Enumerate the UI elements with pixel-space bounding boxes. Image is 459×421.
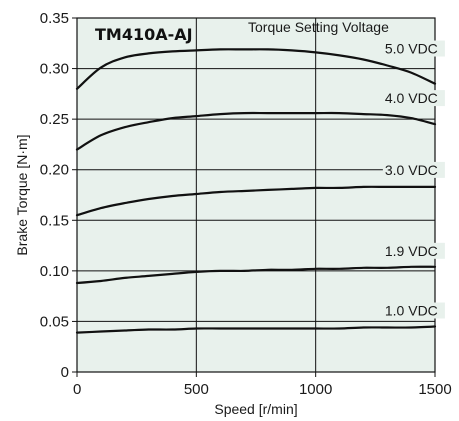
legend-title: Torque Setting Voltage (248, 19, 389, 35)
series-lines (75, 48, 437, 334)
grid (77, 18, 435, 372)
series-line-5-0-vdc (75, 48, 437, 90)
chart-title: TM410A-AJ (95, 25, 193, 44)
series-labels: 5.0 VDC 4.0 VDC 3.0 VDC 1.9 VDC 1.0 VDC (382, 40, 445, 319)
y-tick-label: 0.05 (40, 313, 69, 330)
series-label-backdrop (382, 242, 445, 259)
series-label: 5.0 VDC (385, 41, 438, 57)
series-line-1-0-vdc (75, 325, 437, 334)
y-tick-label: 0 (61, 364, 69, 381)
series-label-backdrop (382, 90, 445, 107)
plot-frame (76, 17, 436, 373)
series-label: 1.9 VDC (385, 243, 438, 259)
y-tick-label: 0.15 (40, 212, 69, 229)
x-tick-label: 0 (73, 381, 81, 398)
axis-ticks: 0 0.05 0.10 0.15 0.20 0.25 0.30 0.35 0 500 1000 150… (40, 10, 452, 398)
x-tick-label: 1000 (299, 381, 332, 398)
plot-area (77, 18, 435, 372)
x-tick-label: 1500 (418, 381, 451, 398)
series-label-backdrop (382, 40, 445, 57)
x-axis-title: Speed [r/min] (214, 401, 297, 417)
series-label: 3.0 VDC (385, 162, 438, 178)
y-tick-label: 0.25 (40, 111, 69, 128)
series-label: 4.0 VDC (385, 90, 438, 106)
series-label-backdrop (382, 302, 445, 319)
y-tick-label: 0.30 (40, 61, 69, 78)
x-tick-label: 500 (184, 381, 209, 398)
y-axis-title: Brake Torque [N·m] (14, 134, 30, 255)
y-tick-label: 0.20 (40, 162, 69, 179)
series-line-3-0-vdc (75, 185, 437, 217)
y-tick-label: 0.35 (40, 10, 69, 27)
series-line-4-0-vdc (75, 111, 437, 151)
series-label: 1.0 VDC (385, 302, 438, 318)
series-label-backdrop (382, 161, 445, 178)
y-tick-label: 0.10 (40, 263, 69, 280)
series-line-1-9-vdc (75, 265, 437, 285)
